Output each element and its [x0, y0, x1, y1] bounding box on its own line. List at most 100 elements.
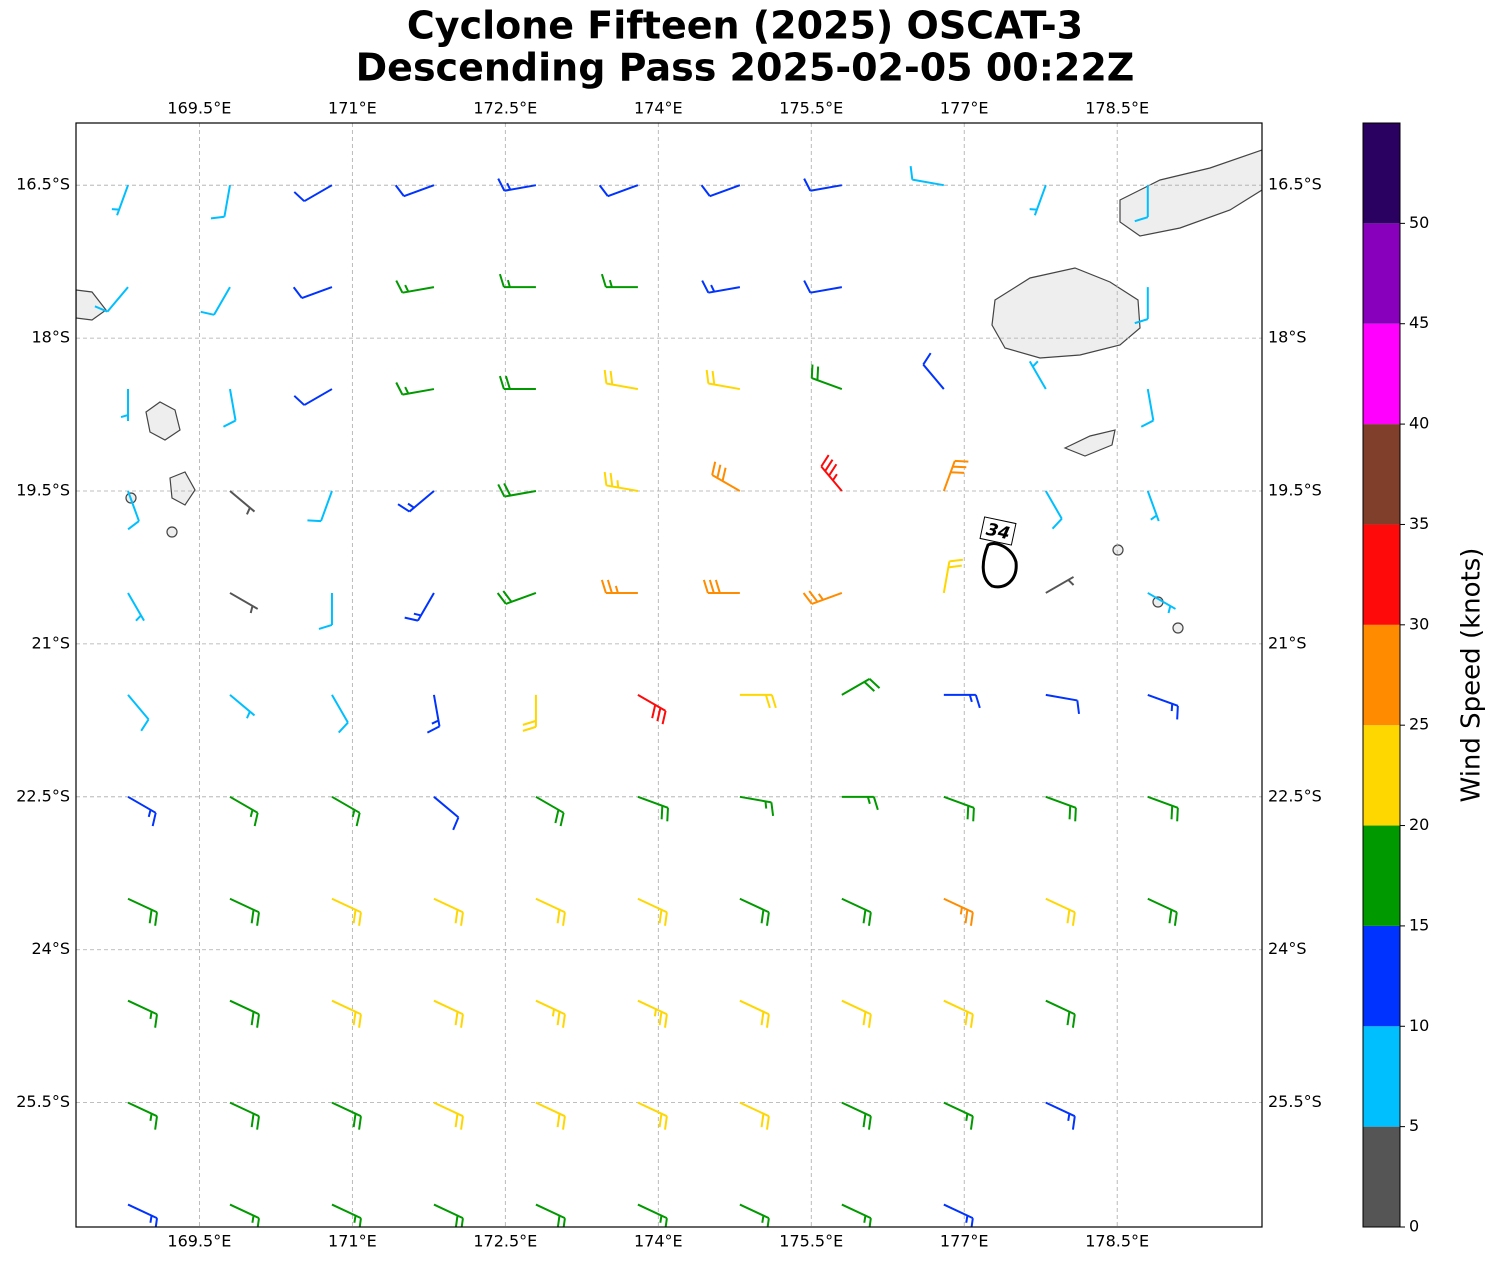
colorbar-tick-label: 15 [1409, 915, 1429, 934]
wind-barb [739, 1101, 770, 1130]
wind-barb [331, 897, 362, 926]
colorbar-segment [1363, 424, 1400, 525]
wind-barb [943, 795, 975, 822]
colorbar-segment [1363, 925, 1400, 1027]
wind-barb [397, 490, 435, 513]
wind-barb [535, 897, 566, 926]
x-tick-label: 169.5°E [167, 1232, 231, 1251]
wind-barb [841, 1101, 872, 1130]
wind-barb [1044, 490, 1063, 530]
contour-label-box [979, 516, 1017, 546]
wind-barb [318, 592, 333, 630]
wind-barb [127, 795, 157, 827]
title: Cyclone Fifteen (2025) OSCAT-3 [407, 4, 1083, 48]
y-tick-label: 21°S [1268, 633, 1307, 652]
wind-barb [1045, 897, 1076, 926]
wind-barb [922, 352, 945, 390]
wind-barb [1147, 592, 1177, 614]
colorbar-segment [1363, 223, 1400, 324]
wind-barb [637, 999, 668, 1028]
y-tick-label: 18°S [31, 328, 70, 347]
land [76, 149, 1262, 634]
wind-barb [331, 795, 361, 827]
wind-barb [94, 286, 129, 313]
colorbar-tick-label: 35 [1409, 514, 1429, 533]
wind-barb [739, 795, 775, 816]
wind-barb [600, 579, 638, 594]
wind-barb [637, 1203, 668, 1227]
wind-barb [943, 1101, 974, 1130]
colorbar-tick-label: 50 [1409, 213, 1429, 232]
map-frame [75, 122, 1263, 1228]
colorbar-segment [1363, 1026, 1400, 1127]
wind-barb [1045, 999, 1076, 1028]
wind-barb [1045, 1101, 1076, 1130]
wind-barb [943, 999, 974, 1028]
wind-barb [229, 795, 259, 827]
wind-barb [942, 558, 964, 594]
wind-barb [1029, 184, 1047, 216]
y-tick-label: 16.5°S [1268, 175, 1322, 194]
island [166, 526, 178, 538]
wind-barb [810, 364, 843, 391]
island [145, 401, 181, 441]
wind-barb [841, 678, 881, 696]
wind-barb [229, 1203, 260, 1227]
x-tick-label: 177°E [940, 1232, 989, 1251]
colorbar-segment [1363, 725, 1400, 826]
wind-barb [433, 999, 464, 1028]
wind-barb [229, 592, 259, 614]
wind-barb [120, 389, 130, 422]
y-tick-label: 22.5°S [16, 786, 70, 805]
wind-barb [111, 184, 129, 216]
y-tick-label: 16.5°S [16, 175, 70, 194]
wind-barb [395, 382, 435, 396]
wind-barb [1147, 897, 1178, 926]
contour-label: 34 [984, 520, 1011, 544]
wind-barb [803, 280, 843, 294]
wind-barb [700, 184, 741, 198]
wind-barb [600, 273, 638, 289]
wind-barb [331, 999, 362, 1028]
wind-barb [127, 694, 150, 732]
wind-barb [1028, 360, 1047, 390]
wind-barb [433, 796, 460, 831]
island [1112, 544, 1124, 556]
colorbar-tick-label: 40 [1409, 414, 1429, 433]
wind-barb [702, 579, 740, 594]
colorbar-tick-label: 0 [1409, 1217, 1419, 1236]
wind-barb [1147, 693, 1179, 720]
x-tick-label: 171°E [328, 99, 377, 118]
colorbar-tick-label: 45 [1409, 313, 1429, 332]
wind-barb [433, 897, 464, 926]
colorbar-segment [1363, 123, 1400, 224]
wind-barb [426, 694, 441, 734]
colorbar-tick-label: 10 [1409, 1016, 1429, 1035]
wind-barb [200, 286, 231, 316]
wind-barb [603, 471, 639, 492]
wind-barb [943, 897, 974, 926]
colorbar-segment [1363, 323, 1400, 425]
wind-barb [802, 590, 843, 605]
wind-barb [637, 1101, 668, 1130]
x-tick-label: 178.5°E [1085, 1232, 1149, 1251]
wind-barb [293, 388, 333, 406]
wind-barb [1147, 795, 1179, 822]
wind-barb [433, 1101, 464, 1130]
colorbar-segment [1363, 825, 1400, 926]
colorbar-tick-label: 5 [1409, 1116, 1419, 1135]
grid [76, 123, 1262, 1227]
wind-barb [739, 1203, 770, 1227]
wind-barb [603, 369, 639, 391]
wind-barb [127, 490, 140, 531]
island [169, 471, 196, 506]
y-tick-label: 22.5°S [1268, 786, 1322, 805]
x-tick-label: 175.5°E [779, 99, 843, 118]
y-tick-label: 18°S [1268, 328, 1307, 347]
wind-barb [739, 897, 770, 926]
wind-barb [841, 999, 872, 1028]
wind-barb [1045, 693, 1080, 715]
colorbar-tick-label: 20 [1409, 815, 1429, 834]
wind-barb [820, 454, 843, 492]
